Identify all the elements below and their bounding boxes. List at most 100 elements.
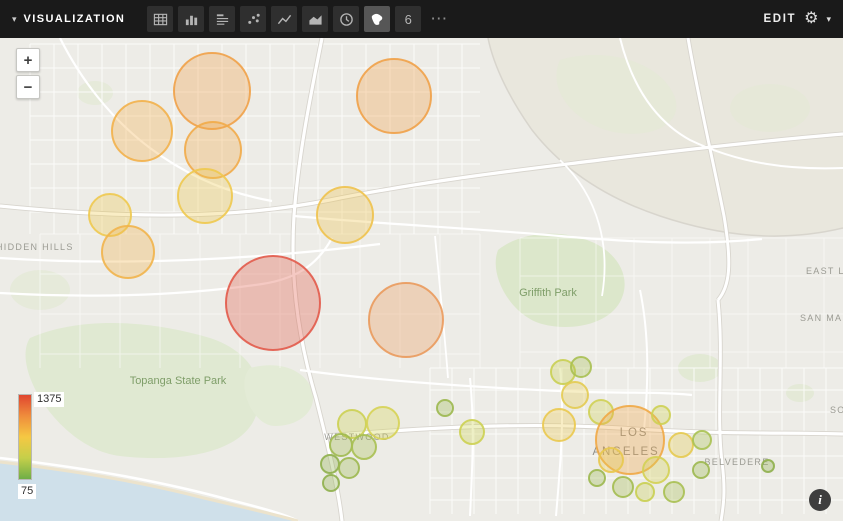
roads-layer	[0, 38, 843, 521]
map-canvas[interactable]: HIDDEN HILLS Griffith Park Topanga State P…	[0, 38, 843, 521]
road	[0, 242, 381, 263]
road	[639, 289, 649, 431]
griffith-park-area	[495, 233, 625, 328]
toolbar-right: EDIT ⚙ ▾	[764, 11, 831, 27]
edit-button[interactable]: EDIT	[763, 13, 797, 25]
map-bubble[interactable]	[320, 454, 340, 474]
map-container: HIDDEN HILLS Griffith Park Topanga State P…	[0, 38, 843, 521]
gear-icon[interactable]: ⚙	[804, 10, 819, 27]
map-label: HIDDEN HILLS	[0, 242, 74, 252]
street-grid	[519, 237, 843, 368]
road	[619, 38, 843, 170]
color-legend: 1375 75	[18, 392, 65, 499]
map-bubble[interactable]	[588, 469, 606, 487]
park-area	[244, 365, 314, 426]
forest-boundary	[487, 38, 843, 237]
zoom-in-button[interactable]: +	[16, 48, 40, 72]
map-label: BELVEDERE	[704, 457, 769, 467]
bubbles-layer	[88, 52, 775, 503]
map-bubble[interactable]	[651, 405, 671, 425]
map-label: SO	[830, 405, 843, 415]
map-bubble[interactable]	[595, 405, 665, 475]
map-bubble[interactable]	[338, 457, 360, 479]
map-bubble[interactable]	[459, 419, 485, 445]
map-bubble[interactable]	[225, 255, 321, 351]
visualization-toolbar: ▾ VISUALIZATION 6 ⋯ EDIT ⚙ ▾	[0, 0, 843, 38]
map-bubble[interactable]	[368, 282, 444, 358]
zoom-out-button[interactable]: −	[16, 75, 40, 99]
map-bubble[interactable]	[761, 459, 775, 473]
map-bubble[interactable]	[663, 481, 685, 503]
map-bubble[interactable]	[668, 432, 694, 458]
road	[0, 132, 843, 217]
map-bubble[interactable]	[356, 58, 432, 134]
map-bubble[interactable]	[550, 359, 576, 385]
road	[291, 38, 344, 521]
map-bubble[interactable]	[351, 434, 377, 460]
legend-gradient-bar	[18, 394, 32, 480]
map-bubble[interactable]	[635, 482, 655, 502]
park-area	[556, 55, 677, 134]
map-label: Topanga State Park	[130, 375, 227, 387]
map-bubble[interactable]	[561, 381, 589, 409]
map-bubble[interactable]	[642, 456, 670, 484]
map-bubble[interactable]	[692, 430, 712, 450]
water-layer	[0, 460, 299, 521]
scatter-chart-icon-button[interactable]	[240, 6, 267, 32]
park-area	[786, 384, 814, 402]
map-bubble[interactable]	[692, 461, 710, 479]
map-label: LOS	[620, 427, 648, 439]
map-bubble[interactable]	[366, 406, 400, 440]
topanga-park-area	[25, 322, 260, 459]
area-chart-icon-button[interactable]	[302, 6, 329, 32]
ocean-area	[0, 462, 298, 521]
map-bubble[interactable]	[184, 121, 242, 179]
road	[59, 38, 273, 203]
panel-title: VISUALIZATION	[23, 13, 126, 25]
map-bubble[interactable]	[598, 447, 624, 473]
map-bubble[interactable]	[570, 356, 592, 378]
info-button[interactable]: i	[809, 489, 831, 511]
map-bubble[interactable]	[177, 168, 233, 224]
street-grid	[29, 43, 480, 234]
map-label: EAST L	[806, 266, 843, 276]
map-bubble[interactable]	[329, 433, 353, 457]
map-bubble[interactable]	[542, 408, 576, 442]
map-bubble[interactable]	[322, 474, 340, 492]
legend-max-label: 1375	[34, 392, 65, 407]
coastline	[0, 460, 299, 521]
clock-chart-icon-button[interactable]	[333, 6, 360, 32]
road	[555, 367, 564, 517]
table-icon-button[interactable]	[147, 6, 174, 32]
map-bubble[interactable]	[111, 100, 173, 162]
map-label: Griffith Park	[519, 287, 577, 299]
map-bubble[interactable]	[612, 476, 634, 498]
map-bubble[interactable]	[173, 52, 251, 130]
road	[325, 423, 843, 438]
text-report-icon-button[interactable]	[209, 6, 236, 32]
road	[293, 214, 763, 244]
collapse-caret-icon[interactable]: ▾	[12, 13, 17, 24]
edit-caret-icon[interactable]: ▾	[826, 13, 831, 24]
park-area	[730, 84, 810, 132]
line-chart-icon-button[interactable]	[271, 6, 298, 32]
six-icon-button[interactable]: 6	[395, 6, 422, 32]
terrain-layer	[10, 38, 843, 459]
map-bubble[interactable]	[316, 186, 374, 244]
road	[469, 377, 474, 517]
street-grid	[429, 367, 843, 514]
map-bubble[interactable]	[436, 399, 454, 417]
map-bubble[interactable]	[337, 409, 367, 439]
map-label: SAN MA	[800, 313, 842, 323]
map-bubble[interactable]	[88, 193, 132, 237]
road	[716, 299, 726, 521]
bar-chart-icon-button[interactable]	[178, 6, 205, 32]
more-icon-button[interactable]: ⋯	[430, 9, 449, 28]
map-icon-button[interactable]	[364, 6, 391, 32]
legend-min-label: 75	[18, 484, 37, 499]
map-bubble[interactable]	[101, 225, 155, 279]
visualization-type-icons: 6 ⋯	[147, 6, 452, 32]
road	[686, 38, 731, 301]
road	[0, 237, 333, 297]
